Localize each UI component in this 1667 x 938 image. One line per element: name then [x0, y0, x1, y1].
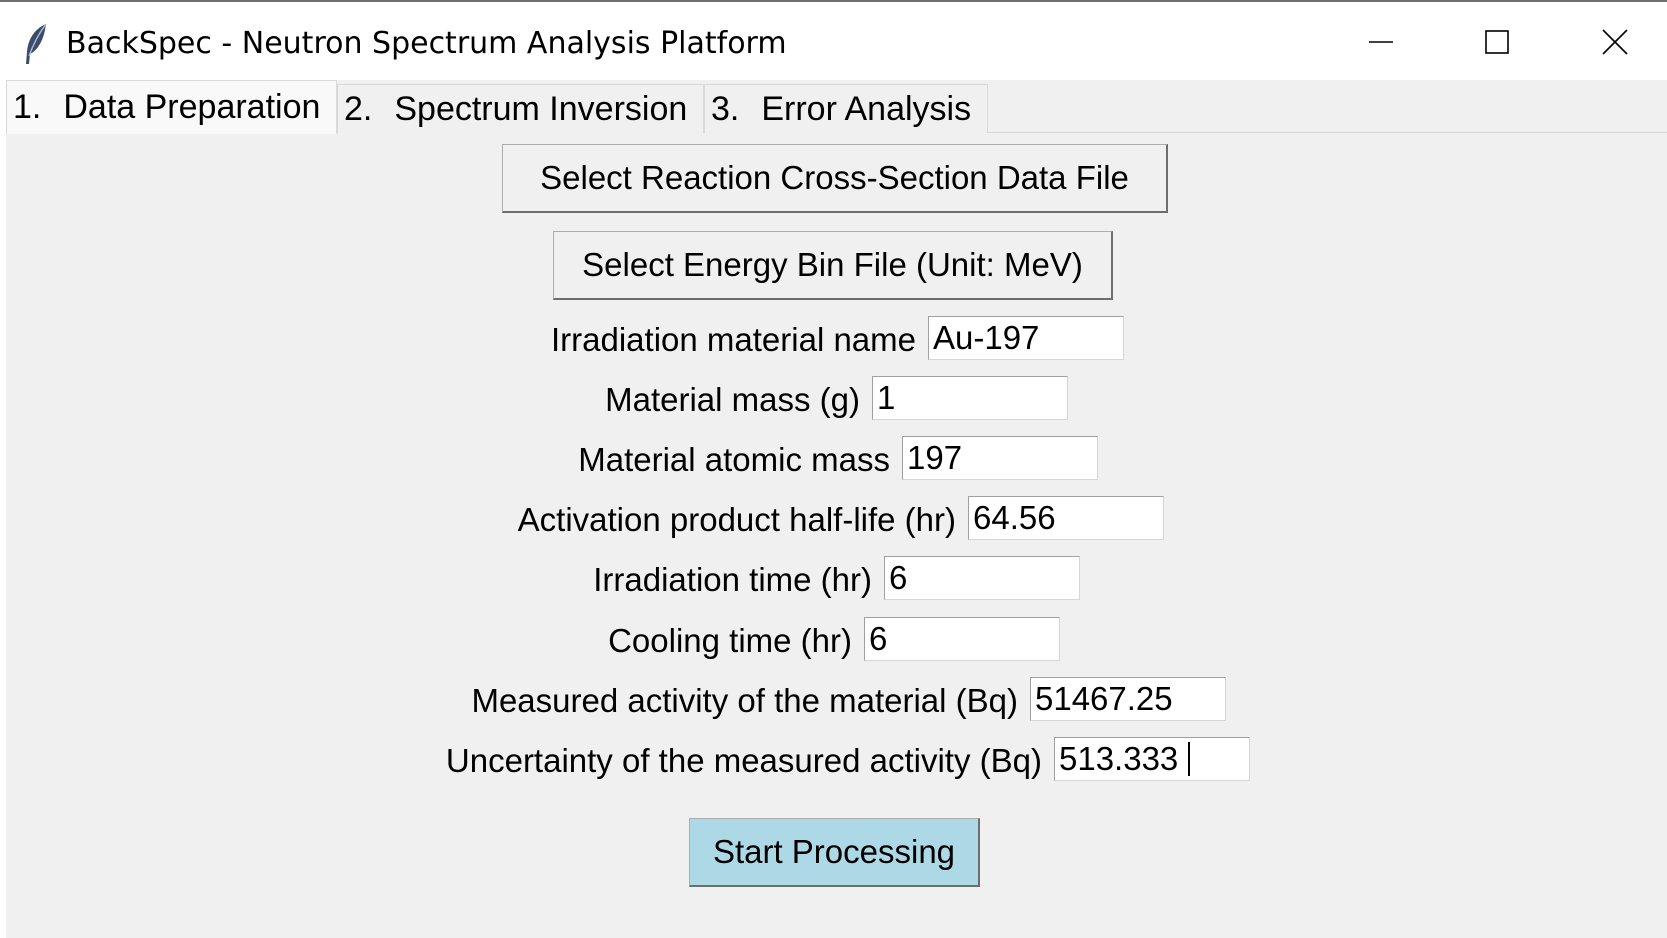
irradiation-time-input[interactable] [884, 556, 1080, 600]
irradiation-time-label: Irradiation time (hr) [593, 561, 872, 598]
half-life-input[interactable] [968, 496, 1164, 540]
measured-activity-label: Measured activity of the material (Bq) [471, 682, 1018, 719]
tab-bar: 1. Data Preparation 2. Spectrum Inversio… [6, 80, 1667, 134]
tab-spectrum-inversion[interactable]: 2. Spectrum Inversion [337, 84, 704, 133]
tab-label: Spectrum Inversion [394, 89, 688, 128]
main-panel: 1. Data Preparation 2. Spectrum Inversio… [6, 80, 1667, 938]
window-title: BackSpec - Neutron Spectrum Analysis Pla… [66, 26, 787, 61]
material-name-label: Irradiation material name [551, 321, 916, 358]
tab-label: Error Analysis [761, 89, 972, 128]
atomic-mass-label: Material atomic mass [578, 441, 890, 478]
tab-error-analysis[interactable]: 3. Error Analysis [704, 84, 988, 133]
select-energy-bin-button[interactable]: Select Energy Bin File (Unit: MeV) [553, 231, 1113, 300]
cooling-time-input[interactable] [864, 617, 1060, 661]
half-life-label: Activation product half-life (hr) [517, 501, 956, 538]
close-icon [1602, 29, 1628, 55]
maximize-button[interactable] [1439, 4, 1555, 80]
text-cursor [1188, 742, 1190, 776]
tab-data-preparation[interactable]: 1. Data Preparation [6, 80, 337, 134]
minimize-button[interactable] [1323, 4, 1439, 80]
activity-uncertainty-input[interactable] [1054, 737, 1250, 781]
material-mass-label: Material mass (g) [605, 381, 860, 418]
material-mass-input[interactable] [872, 376, 1068, 420]
feather-icon [22, 22, 50, 66]
material-name-input[interactable] [928, 316, 1124, 360]
maximize-icon [1485, 30, 1509, 54]
cooling-time-label: Cooling time (hr) [608, 622, 852, 659]
close-button[interactable] [1557, 4, 1667, 80]
tab-number: 1. [13, 88, 42, 126]
tab-number: 3. [711, 89, 740, 128]
minimize-icon [1369, 41, 1393, 43]
measured-activity-input[interactable] [1030, 677, 1226, 721]
tab-label: Data Preparation [63, 88, 321, 126]
atomic-mass-input[interactable] [902, 436, 1098, 480]
start-processing-button[interactable]: Start Processing [689, 818, 980, 887]
title-bar[interactable]: BackSpec - Neutron Spectrum Analysis Pla… [0, 4, 1667, 80]
activity-uncertainty-label: Uncertainty of the measured activity (Bq… [445, 742, 1042, 779]
select-cross-section-button[interactable]: Select Reaction Cross-Section Data File [502, 144, 1168, 213]
tab-number: 2. [344, 89, 373, 128]
